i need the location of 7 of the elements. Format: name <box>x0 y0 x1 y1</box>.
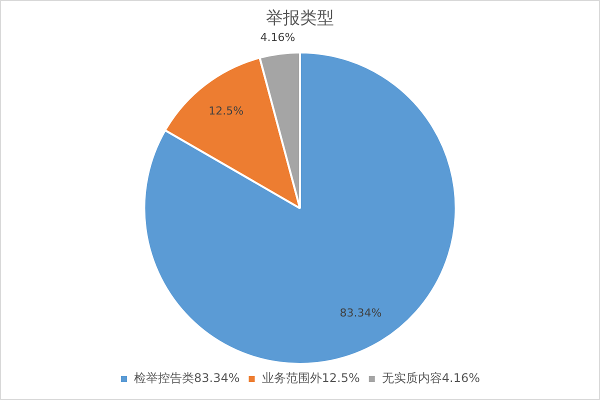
legend-label: 业务范围外12.5% <box>262 371 360 386</box>
data-label: 12.5% <box>208 104 244 118</box>
data-label: 4.16% <box>260 31 296 44</box>
legend-label: 无实质内容4.16% <box>382 371 480 386</box>
data-label: 83.34% <box>340 306 382 320</box>
chart-title: 举报类型 <box>266 8 334 29</box>
legend-label: 检举控告类83.34% <box>134 371 240 386</box>
